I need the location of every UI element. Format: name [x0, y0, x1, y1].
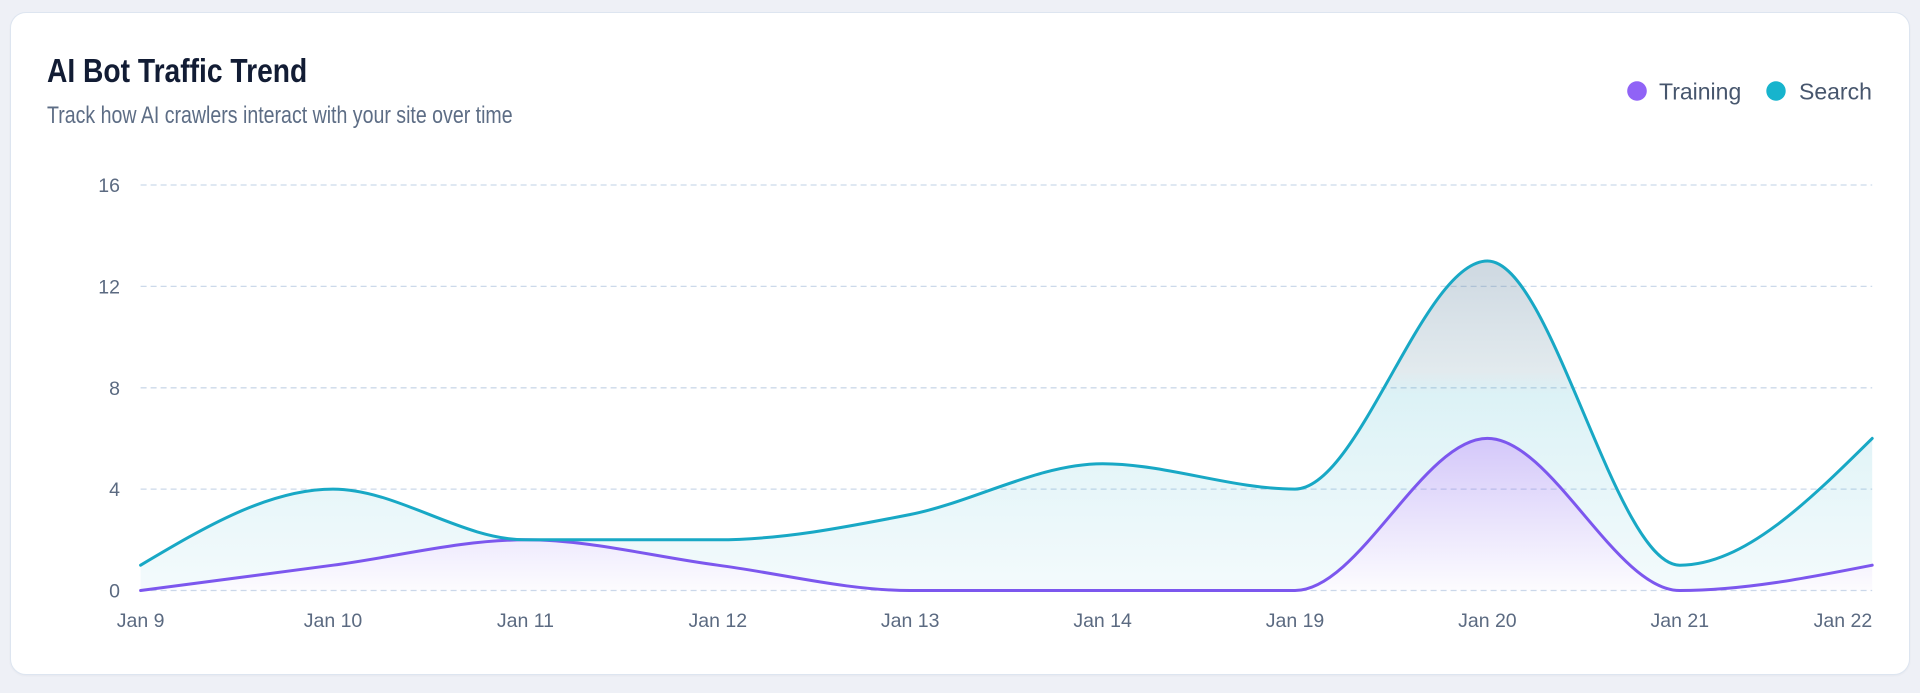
svg-text:Jan 9: Jan 9 [117, 610, 165, 632]
svg-text:Jan 13: Jan 13 [881, 610, 940, 632]
svg-text:16: 16 [98, 175, 120, 197]
svg-text:Jan 11: Jan 11 [497, 610, 554, 632]
svg-text:Jan 10: Jan 10 [304, 610, 363, 632]
svg-text:12: 12 [98, 276, 120, 298]
svg-text:Jan 21: Jan 21 [1651, 610, 1710, 632]
svg-text:Search: Search [1799, 79, 1872, 105]
svg-text:Jan 22: Jan 22 [1814, 610, 1873, 632]
svg-text:8: 8 [109, 378, 120, 400]
svg-text:Training: Training [1659, 79, 1741, 105]
svg-text:Jan 19: Jan 19 [1266, 610, 1325, 632]
svg-text:Jan 20: Jan 20 [1458, 610, 1517, 632]
svg-text:0: 0 [109, 581, 120, 603]
svg-text:4: 4 [109, 479, 120, 501]
svg-text:Jan 14: Jan 14 [1073, 610, 1132, 632]
svg-text:Jan 12: Jan 12 [689, 610, 748, 632]
